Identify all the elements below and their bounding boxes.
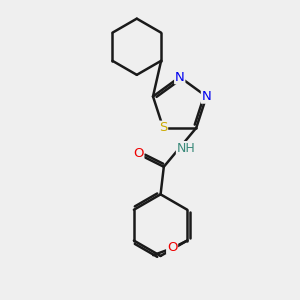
Text: O: O xyxy=(167,241,177,254)
Text: N: N xyxy=(175,70,184,83)
Text: NH: NH xyxy=(177,142,195,155)
Text: N: N xyxy=(202,90,211,103)
Text: S: S xyxy=(159,122,167,134)
Text: O: O xyxy=(133,147,144,160)
